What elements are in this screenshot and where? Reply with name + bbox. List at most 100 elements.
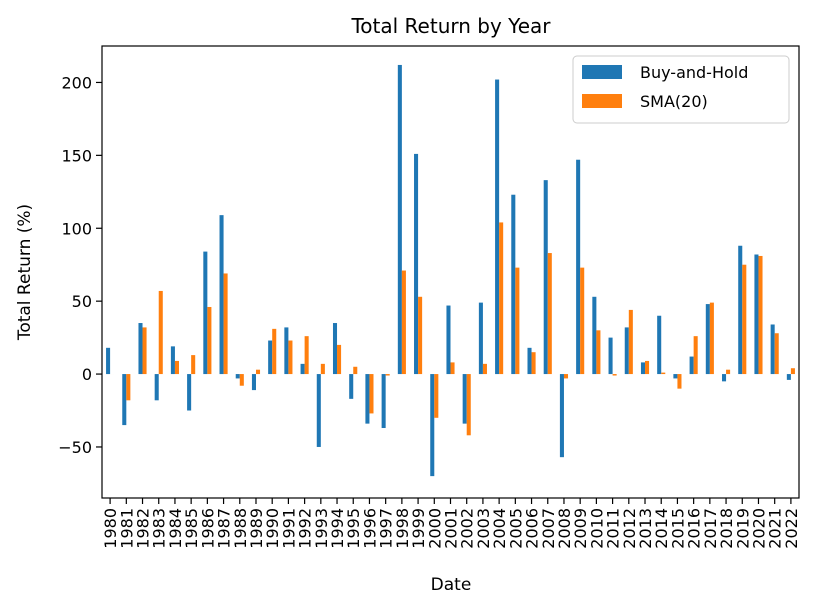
- bar-sma20-2012: [628, 309, 633, 375]
- x-tick-label: 1984: [166, 508, 185, 549]
- x-tick-label: 2014: [652, 508, 671, 549]
- y-tick-label: 50: [72, 292, 92, 311]
- x-tick-label: 1999: [409, 508, 428, 549]
- x-tick-label: 2002: [458, 508, 477, 549]
- bar-buy-and-hold-2008: [559, 374, 564, 458]
- x-tick-label: 1997: [377, 508, 396, 549]
- legend-label: Buy-and-Hold: [640, 63, 748, 82]
- bar-buy-and-hold-2022: [786, 374, 791, 380]
- x-tick-label: 2001: [442, 508, 461, 549]
- bar-buy-and-hold-2014: [657, 315, 662, 375]
- bar-sma20-2017: [709, 302, 714, 375]
- x-tick-label: 2007: [539, 508, 558, 549]
- x-axis-label: Date: [431, 575, 472, 595]
- x-tick-label: 1992: [296, 508, 315, 549]
- x-tick-label: 2006: [523, 508, 542, 549]
- bar-sma20-1987: [223, 273, 228, 375]
- bar-buy-and-hold-1985: [187, 374, 192, 411]
- bar-buy-and-hold-1994: [332, 323, 338, 375]
- bar-buy-and-hold-1980: [106, 347, 111, 375]
- bar-buy-and-hold-2003: [478, 302, 483, 375]
- bar-sma20-1996: [369, 374, 374, 414]
- bar-buy-and-hold-2019: [738, 245, 743, 375]
- bar-sma20-2021: [774, 333, 779, 375]
- bar-buy-and-hold-2011: [608, 337, 613, 375]
- x-tick-label: 2018: [717, 508, 736, 549]
- x-tick-label: 1980: [101, 508, 120, 549]
- bar-sma20-1982: [142, 327, 147, 375]
- x-tick-label: 1988: [231, 508, 250, 549]
- bar-sma20-2010: [596, 330, 601, 375]
- x-tick-label: 2009: [571, 508, 590, 549]
- bar-sma20-2020: [758, 255, 763, 375]
- bar-sma20-2002: [466, 374, 471, 436]
- bar-sma20-1992: [304, 336, 309, 375]
- bar-buy-and-hold-1981: [122, 374, 127, 426]
- bar-sma20-2001: [450, 362, 455, 375]
- bar-buy-and-hold-1991: [284, 327, 289, 375]
- bar-buy-and-hold-2004: [495, 79, 500, 375]
- bar-sma20-1990: [272, 328, 277, 375]
- bar-sma20-2011: [612, 374, 617, 376]
- bar-buy-and-hold-2020: [754, 254, 759, 375]
- x-tick-label: 2017: [701, 508, 720, 549]
- x-tick-label: 2015: [668, 508, 687, 549]
- bar-buy-and-hold-2017: [705, 304, 710, 375]
- bar-buy-and-hold-1996: [365, 374, 370, 424]
- x-tick-label: 1994: [328, 508, 347, 549]
- x-tick-label: 1998: [393, 508, 412, 549]
- x-tick-label: 2020: [749, 508, 768, 549]
- bar-sma20-1988: [239, 374, 244, 386]
- legend-label: SMA(20): [640, 92, 708, 111]
- bar-buy-and-hold-2007: [543, 180, 548, 375]
- x-tick-label: 2005: [506, 508, 525, 549]
- bar-buy-and-hold-1990: [268, 340, 273, 375]
- bars: [106, 64, 795, 477]
- bar-sma20-2014: [661, 372, 666, 375]
- x-tick-label: 1986: [198, 508, 217, 549]
- x-tick-label: 1991: [279, 508, 298, 549]
- bar-buy-and-hold-2006: [527, 347, 532, 375]
- bar-sma20-1993: [320, 363, 325, 375]
- bar-buy-and-hold-2012: [624, 327, 629, 375]
- bar-sma20-1981: [126, 374, 131, 401]
- legend: Buy-and-Hold SMA(20): [572, 55, 790, 124]
- bar-buy-and-hold-2010: [592, 296, 597, 375]
- legend-box: [572, 55, 790, 124]
- bar-buy-and-hold-1997: [381, 374, 386, 429]
- bar-buy-and-hold-1984: [170, 346, 175, 375]
- bar-sma20-1983: [158, 290, 163, 375]
- y-tick-label: −50: [58, 438, 92, 457]
- y-axis: −50 0 50 100 150 200: [58, 73, 102, 457]
- bar-buy-and-hold-1989: [251, 374, 256, 391]
- y-tick-label: 200: [61, 73, 92, 92]
- bar-sma20-2005: [515, 267, 520, 375]
- x-tick-label: 1993: [312, 508, 331, 549]
- x-tick-label: 2000: [425, 508, 444, 549]
- y-axis-label: Total Return (%): [15, 204, 35, 341]
- bar-sma20-1989: [255, 369, 261, 375]
- bar-buy-and-hold-1993: [316, 374, 321, 447]
- bar-sma20-1998: [401, 270, 406, 375]
- x-tick-label: 1996: [360, 508, 379, 549]
- x-tick-label: 2010: [587, 508, 606, 549]
- bar-sma20-1999: [418, 296, 423, 375]
- bar-sma20-2007: [547, 253, 552, 375]
- bar-sma20-1995: [353, 366, 358, 375]
- x-tick-label: 2003: [474, 508, 493, 549]
- bar-buy-and-hold-2000: [430, 374, 435, 477]
- bar-sma20-2003: [482, 363, 487, 375]
- bar-sma20-2004: [499, 222, 504, 375]
- bar-sma20-2022: [790, 368, 795, 375]
- bar-buy-and-hold-1983: [154, 374, 159, 401]
- bar-sma20-2000: [434, 374, 439, 418]
- bar-buy-and-hold-2018: [722, 374, 727, 382]
- bar-sma20-2019: [742, 264, 747, 375]
- bar-buy-and-hold-1992: [300, 363, 305, 375]
- chart-title: Total Return by Year: [350, 14, 551, 38]
- bar-buy-and-hold-1988: [235, 374, 240, 379]
- bar-sma20-2015: [677, 374, 682, 389]
- bar-buy-and-hold-2002: [462, 374, 467, 424]
- x-tick-label: 1985: [182, 508, 201, 549]
